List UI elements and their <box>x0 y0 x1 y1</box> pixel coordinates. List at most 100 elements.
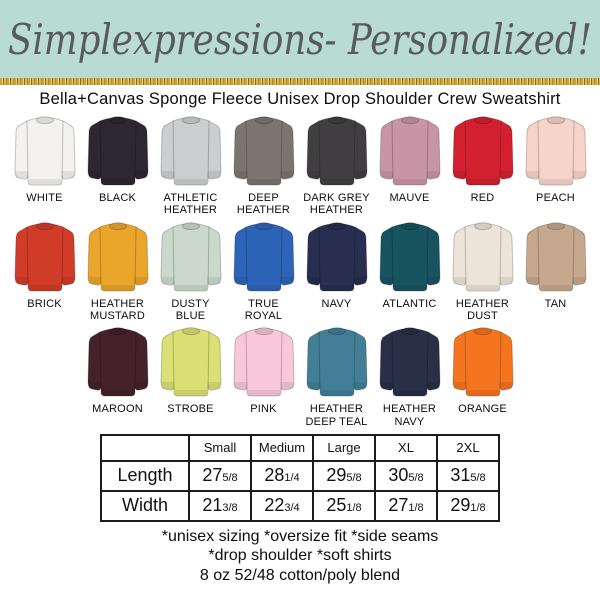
color-swatch-deep-heather: DEEP HEATHER <box>227 113 300 217</box>
value-fraction: 1/8 <box>470 502 486 515</box>
swatch-row-2: BRICK HEATHER MUSTARD DUSTY BLUE TRUE RO… <box>0 219 600 323</box>
gold-glitter-divider <box>0 78 600 85</box>
sweatshirt-image <box>524 116 587 186</box>
sweatshirt-image <box>378 221 441 292</box>
size-chart-row-length: Length 275/8 281/4 295/8 305/8 315/8 <box>100 459 500 492</box>
size-column-medium: Medium <box>250 433 314 462</box>
color-label: NAVY <box>321 297 352 310</box>
value-fraction: 1/8 <box>408 502 424 515</box>
sweatshirt-image <box>232 221 295 292</box>
product-note-line-3: 8 oz 52/48 cotton/poly blend <box>199 566 401 584</box>
measurement-value: 291/8 <box>436 489 500 522</box>
swatch-row-3: MAROON STROBE PINK HEATHER DEEP TEAL <box>0 324 600 428</box>
color-label: HEATHER NAVY <box>382 403 437 428</box>
size-chart-header-row: Small Medium Large XL 2XL <box>100 433 500 462</box>
size-chart-table: Small Medium Large XL 2XL Length 275/8 281/4 295… <box>100 433 500 522</box>
sweatshirt-image <box>305 116 368 186</box>
color-label: TAN <box>544 297 567 310</box>
value-fraction: 3/4 <box>284 502 300 515</box>
color-label: DARK GREY HEATHER <box>303 192 370 217</box>
measurement-label: Length <box>100 459 190 492</box>
color-swatch-heather-deep-teal: HEATHER DEEP TEAL <box>300 324 373 428</box>
sweatshirt-image <box>86 327 149 397</box>
color-label: PINK <box>250 403 277 416</box>
value-fraction: 5/8 <box>408 472 424 485</box>
value-fraction: 5/8 <box>222 472 238 485</box>
sweatshirt-image <box>232 327 295 397</box>
sweatshirt-image <box>86 221 149 292</box>
value-fraction: 3/8 <box>222 502 238 515</box>
size-column-large: Large <box>312 433 376 462</box>
size-column-xl: XL <box>374 433 438 462</box>
color-swatch-dusty-blue: DUSTY BLUE <box>154 219 227 323</box>
measurement-value: 251/8 <box>312 489 376 522</box>
color-swatch-tan: TAN <box>519 219 592 323</box>
color-swatch-peach: PEACH <box>519 113 592 217</box>
color-swatch-strobe: STROBE <box>154 324 227 428</box>
color-label: PEACH <box>536 192 575 204</box>
color-swatch-maroon: MAROON <box>81 324 154 428</box>
size-column-small: Small <box>188 433 252 462</box>
sweatshirt-image <box>305 327 368 397</box>
measurement-value: 295/8 <box>312 459 376 492</box>
measurement-value: 281/4 <box>250 459 314 492</box>
measurement-value: 315/8 <box>436 459 500 492</box>
sweatshirt-image <box>159 116 222 186</box>
sweatshirt-image <box>524 221 587 292</box>
brand-title: Simplexpressions- Personalized! <box>8 15 592 64</box>
color-label: MAROON <box>92 403 143 416</box>
value-whole: 30 <box>388 465 409 486</box>
color-label: ATHLETIC HEATHER <box>163 192 218 217</box>
sweatshirt-image <box>86 116 149 186</box>
value-fraction: 1/8 <box>346 502 362 515</box>
measurement-label: Width <box>100 489 190 522</box>
color-label: WHITE <box>26 192 63 204</box>
color-label: MAUVE <box>389 192 430 204</box>
color-swatch-heather-navy: HEATHER NAVY <box>373 324 446 428</box>
size-chart-corner-cell <box>100 433 190 462</box>
sweatshirt-image <box>13 116 76 186</box>
sweatshirt-image <box>378 116 441 186</box>
value-fraction: 1/4 <box>284 472 300 485</box>
color-label: BLACK <box>98 192 137 204</box>
value-whole: 22 <box>264 495 285 516</box>
color-swatch-dark-grey-heather: DARK GREY HEATHER <box>300 113 373 217</box>
color-swatch-heather-mustard: HEATHER MUSTARD <box>81 219 154 323</box>
color-swatch-white: WHITE <box>8 113 81 217</box>
sweatshirt-image <box>159 221 222 292</box>
color-label: HEATHER DUST <box>455 297 510 322</box>
color-swatch-red: RED <box>446 113 519 217</box>
color-label: HEATHER DEEP TEAL <box>305 403 368 428</box>
value-fraction: 5/8 <box>470 472 486 485</box>
size-column-2xl: 2XL <box>436 433 500 462</box>
sweatshirt-image <box>13 221 76 292</box>
value-whole: 31 <box>450 465 471 486</box>
color-label: TRUE ROYAL <box>244 297 283 322</box>
size-chart-row-width: Width 213/8 223/4 251/8 271/8 291/8 <box>100 489 500 522</box>
value-whole: 27 <box>388 495 409 516</box>
sweatshirt-image <box>305 221 368 292</box>
measurement-value: 271/8 <box>374 489 438 522</box>
measurement-value: 305/8 <box>374 459 438 492</box>
swatch-row-1: WHITE BLACK ATHLETIC HEATHER DEEP HEATHE… <box>0 113 600 217</box>
sweatshirt-image <box>159 327 222 397</box>
size-chart-wrap: Small Medium Large XL 2XL Length 275/8 281/4 295… <box>0 433 600 522</box>
color-swatch-navy: NAVY <box>300 219 373 323</box>
color-label: HEATHER MUSTARD <box>90 297 145 322</box>
color-label: STROBE <box>167 403 214 416</box>
color-label: DUSTY BLUE <box>171 297 210 322</box>
value-whole: 29 <box>450 495 471 516</box>
color-label: RED <box>470 192 495 204</box>
color-label: ATLANTIC <box>382 297 437 310</box>
product-note-line-1: *unisex sizing *oversize fit *side seams <box>161 527 439 545</box>
value-whole: 28 <box>264 465 285 486</box>
value-fraction: 5/8 <box>346 472 362 485</box>
color-swatch-black: BLACK <box>81 113 154 217</box>
brand-script-logo: Simplexpressions- Personalized! <box>8 15 592 64</box>
sweatshirt-image <box>232 116 295 186</box>
color-swatch-brick: BRICK <box>8 219 81 323</box>
measurement-value: 223/4 <box>250 489 314 522</box>
value-whole: 25 <box>326 495 347 516</box>
color-swatch-heather-dust: HEATHER DUST <box>446 219 519 323</box>
header-banner: Simplexpressions- Personalized! <box>0 0 600 78</box>
